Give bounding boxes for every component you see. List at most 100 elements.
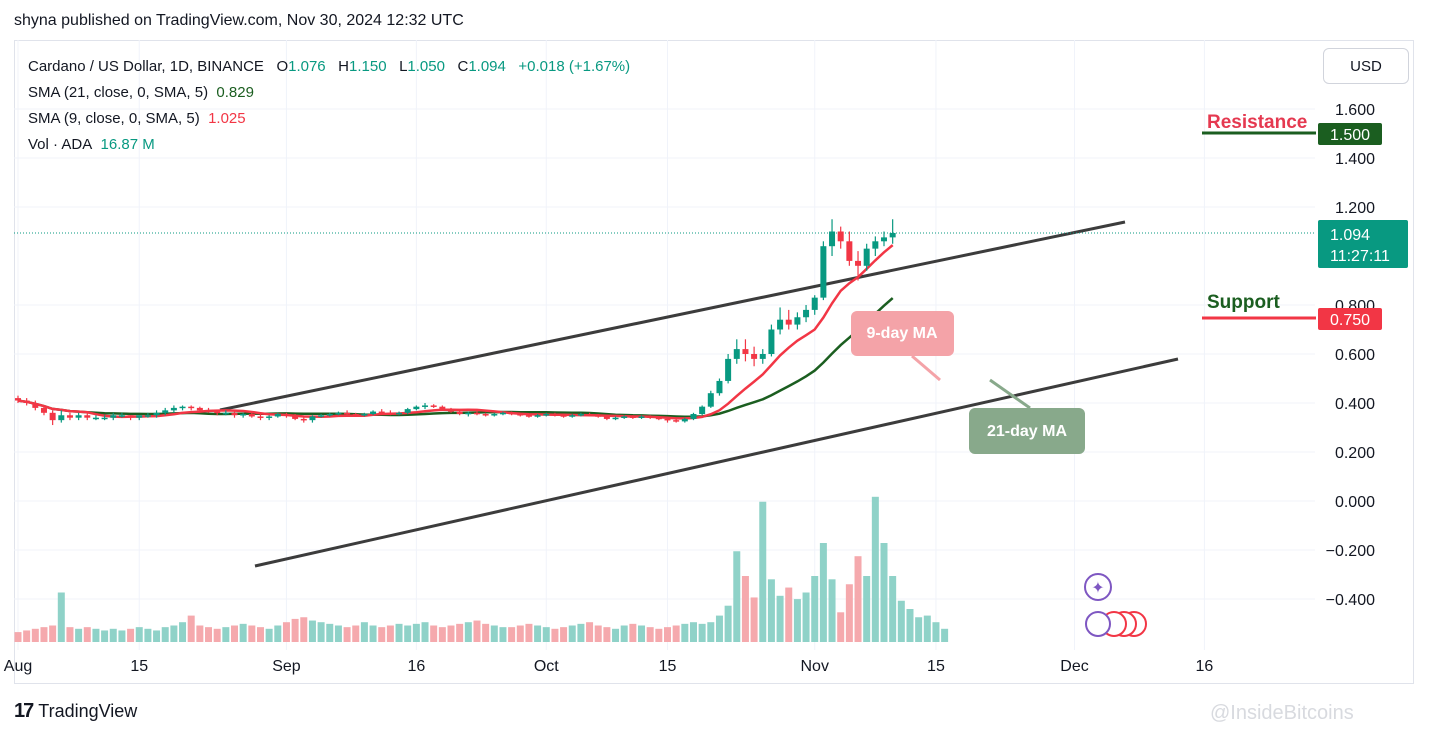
candle xyxy=(84,412,91,421)
sma21-value: 0.829 xyxy=(216,84,254,101)
candle-body xyxy=(92,417,99,420)
x-tick-label: Aug xyxy=(4,658,32,675)
volume-bar xyxy=(456,623,464,642)
candle-body xyxy=(837,231,844,242)
candle xyxy=(127,415,134,421)
y-tick-label: −0.200 xyxy=(1326,543,1375,560)
volume-bar xyxy=(239,623,247,642)
volume-bar xyxy=(187,615,195,642)
spark-icon xyxy=(1085,611,1111,637)
candle-body xyxy=(240,414,247,416)
candle-body xyxy=(49,412,56,421)
y-tick-label: 0.200 xyxy=(1335,445,1375,462)
volume-bar xyxy=(222,627,230,642)
tradingview-brand[interactable]: 17 TradingView xyxy=(14,700,137,723)
candle xyxy=(430,404,437,408)
candle xyxy=(231,411,238,418)
candle-body xyxy=(855,260,862,266)
candle xyxy=(855,251,862,281)
candle xyxy=(170,405,177,413)
candle-body xyxy=(647,416,654,418)
candle xyxy=(837,226,844,249)
candle-body xyxy=(716,380,723,394)
volume-bar xyxy=(248,625,256,642)
candle-body xyxy=(811,297,818,310)
volume-bar xyxy=(31,628,39,642)
volume-bar xyxy=(395,623,403,642)
volume-bar xyxy=(508,627,516,642)
ma21-callout: 21-day MA xyxy=(969,378,1085,454)
volume-row: Vol · ADA 16.87 M xyxy=(28,136,155,153)
candle-body xyxy=(681,418,688,422)
candle-body xyxy=(326,414,333,416)
volume-bar xyxy=(707,622,715,642)
candle-body xyxy=(335,412,342,415)
change-value: +0.018 (+1.67%) xyxy=(518,58,631,75)
candle xyxy=(889,219,896,244)
candle-body xyxy=(612,417,619,420)
volume-bar xyxy=(14,632,22,642)
volume-bars xyxy=(14,496,949,642)
ma9-callout: 9-day MA xyxy=(851,311,954,382)
candle xyxy=(188,405,195,411)
candle xyxy=(413,405,420,411)
volume-bar xyxy=(274,625,282,642)
candle-body xyxy=(577,414,584,416)
volume-bar xyxy=(819,543,827,642)
sma9-line xyxy=(17,244,894,420)
volume-bar xyxy=(750,597,758,642)
candle-body xyxy=(153,412,160,416)
volume-bar xyxy=(629,623,637,642)
volume-bar xyxy=(915,617,923,642)
volume-bar xyxy=(551,628,559,642)
candle xyxy=(153,410,160,418)
candle-body xyxy=(413,406,420,410)
lower-channel-line xyxy=(254,357,1179,568)
volume-bar xyxy=(741,576,749,642)
candle-body xyxy=(430,405,437,407)
volume-bar xyxy=(265,628,273,642)
volume-bar xyxy=(308,620,316,642)
candle xyxy=(785,309,792,330)
high-value: 1.150 xyxy=(349,58,387,75)
candle xyxy=(162,407,169,416)
y-tick-label: 1.400 xyxy=(1335,151,1375,168)
candle-body xyxy=(560,415,567,417)
candle xyxy=(92,415,99,421)
currency-button[interactable]: USD xyxy=(1323,48,1409,84)
candle-body xyxy=(595,415,602,417)
candle-body xyxy=(863,248,870,266)
candle xyxy=(49,410,56,426)
candle-body xyxy=(144,415,151,417)
volume-bar xyxy=(205,627,213,642)
resistance-price: 1.500 xyxy=(1330,127,1370,144)
candle-body xyxy=(586,414,593,416)
candle-body xyxy=(222,412,229,415)
volume-bar xyxy=(664,627,671,642)
x-tick-label: Sep xyxy=(272,658,301,675)
candle-body xyxy=(318,415,325,417)
countdown: 11:27:11 xyxy=(1330,248,1390,265)
volume-bar xyxy=(586,622,594,642)
candle-body xyxy=(473,412,480,415)
candle xyxy=(603,415,610,421)
candle xyxy=(136,415,143,421)
candle-body xyxy=(751,354,758,359)
candle-body xyxy=(196,407,203,411)
sma21-row: SMA (21, close, 0, SMA, 5) 0.829 xyxy=(28,84,254,101)
candle xyxy=(733,339,740,364)
candle-body xyxy=(733,349,740,359)
candle-body xyxy=(101,417,108,420)
candle xyxy=(378,409,385,415)
volume-bar xyxy=(681,623,689,642)
volume-bar xyxy=(811,576,819,642)
volume-bar xyxy=(594,625,602,642)
candle xyxy=(387,410,394,416)
candle-body xyxy=(387,412,394,415)
volume-bar xyxy=(231,625,238,642)
candle xyxy=(612,416,619,421)
candle xyxy=(595,414,602,418)
candle-body xyxy=(214,411,221,414)
volume-bar xyxy=(161,627,169,642)
